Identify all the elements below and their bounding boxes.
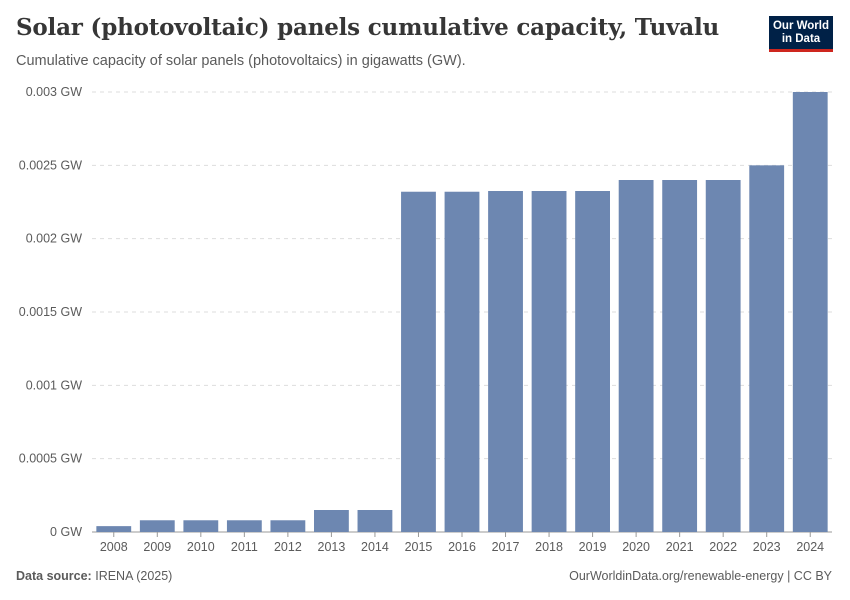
y-tick-label: 0 GW — [50, 525, 82, 539]
bar-2023[interactable] — [749, 165, 785, 533]
chart-title: Solar (photovoltaic) panels cumulative c… — [16, 14, 720, 41]
x-tick-label: 2023 — [753, 540, 781, 554]
label-layer: 0 GW 0.0005 GW 0.001 GW 0.0015 GW 0.002 GW 0.… — [19, 85, 824, 554]
license-link[interactable]: CC BY — [793, 569, 832, 583]
y-tick-label: 0.0015 GW — [19, 305, 82, 319]
bar-2024[interactable] — [792, 92, 828, 532]
bar-2018[interactable] — [531, 191, 567, 532]
logo-line-1: Our World — [772, 20, 829, 32]
bar-2008[interactable] — [96, 526, 132, 532]
x-tick-label: 2012 — [274, 540, 302, 554]
bar-2013[interactable] — [314, 510, 349, 532]
owid-logo[interactable]: Our World in Data — [769, 16, 833, 52]
logo-line-2: in Data — [781, 33, 821, 45]
x-tick-label: 2017 — [492, 540, 520, 554]
x-tick-label: 2009 — [143, 540, 171, 554]
bar-chart: 0 GW 0.0005 GW 0.001 GW 0.0015 GW 0.002 GW 0.… — [19, 85, 832, 554]
x-tick-label: 2010 — [187, 540, 215, 554]
footer-separator: | — [787, 569, 791, 583]
x-tick-label: 2018 — [535, 540, 563, 554]
bar-layer — [96, 92, 828, 533]
source-link[interactable]: OurWorldinData.org/renewable-energy — [569, 569, 784, 583]
y-tick-label: 0.003 GW — [26, 85, 82, 99]
x-tick-label: 2015 — [405, 540, 433, 554]
x-tick-label: 2020 — [622, 540, 650, 554]
x-tick-label: 2019 — [579, 540, 607, 554]
bar-2014[interactable] — [357, 510, 393, 532]
bar-2021[interactable] — [662, 180, 698, 532]
bar-2017[interactable] — [488, 191, 523, 532]
bar-2019[interactable] — [575, 191, 610, 532]
x-tick-label: 2022 — [709, 540, 737, 554]
logo-accent-bar — [769, 49, 833, 52]
bar-2010[interactable] — [183, 520, 219, 532]
x-tick-label: 2008 — [100, 540, 128, 554]
bar-2022[interactable] — [705, 180, 741, 532]
data-source-label: Data source: — [16, 569, 92, 583]
x-tick-label: 2011 — [231, 540, 258, 554]
y-tick-label: 0.0025 GW — [19, 158, 82, 172]
bar-2015[interactable] — [401, 191, 436, 532]
y-tick-label: 0.002 GW — [26, 232, 82, 246]
bar-2016[interactable] — [444, 191, 480, 532]
x-tick-label: 2016 — [448, 540, 476, 554]
x-tick-label: 2021 — [666, 540, 694, 554]
data-source-value: IRENA (2025) — [95, 569, 173, 583]
bar-2020[interactable] — [618, 180, 654, 532]
data-source: Data source: IRENA (2025) — [16, 569, 172, 583]
x-tick-label: 2013 — [318, 540, 346, 554]
y-tick-label: 0.001 GW — [26, 378, 82, 392]
x-tick-label: 2024 — [796, 540, 824, 554]
bar-2011[interactable] — [226, 520, 262, 532]
chart-subtitle: Cumulative capacity of solar panels (pho… — [16, 53, 466, 69]
footer-links: OurWorldinData.org/renewable-energy | CC… — [569, 569, 832, 583]
bar-2009[interactable] — [139, 520, 175, 532]
y-tick-label: 0.0005 GW — [19, 452, 82, 466]
x-tick-label: 2014 — [361, 540, 389, 554]
bar-2012[interactable] — [270, 520, 306, 532]
